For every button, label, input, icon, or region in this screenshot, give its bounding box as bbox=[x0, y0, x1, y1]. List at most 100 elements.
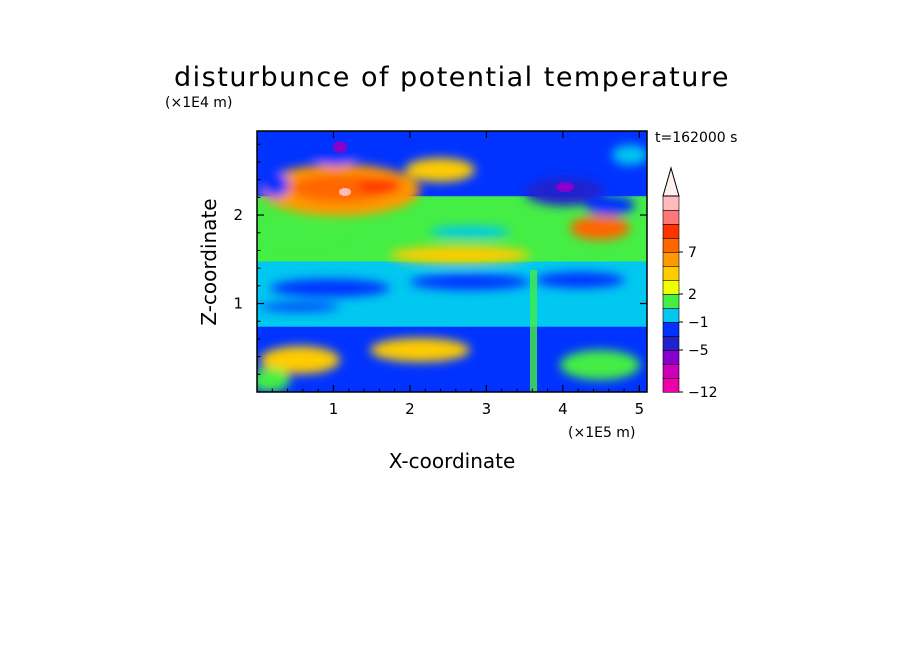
field-cell bbox=[308, 196, 317, 263]
field-cell bbox=[507, 326, 516, 392]
field-cell bbox=[382, 196, 391, 263]
field-cell bbox=[558, 196, 567, 263]
field-cell bbox=[580, 131, 589, 197]
field-cell bbox=[477, 261, 486, 328]
field-cell bbox=[345, 326, 354, 392]
field-cell bbox=[617, 261, 626, 328]
contour-blob bbox=[257, 368, 290, 392]
time-label: t=162000 s bbox=[655, 130, 737, 146]
contour-core bbox=[556, 182, 574, 192]
colorbar-swatch bbox=[662, 265, 680, 281]
contour-blob bbox=[430, 226, 510, 238]
x-tick-label: 4 bbox=[558, 400, 568, 418]
contour-blob bbox=[260, 229, 340, 241]
y-tick-label: 1 bbox=[233, 295, 243, 313]
field-cell bbox=[330, 196, 339, 263]
field-cell bbox=[521, 131, 530, 197]
field-cell bbox=[440, 261, 449, 328]
field-cell bbox=[521, 326, 530, 392]
colorbar-swatch bbox=[662, 377, 680, 393]
colorbar-swatch bbox=[662, 223, 680, 239]
x-tick-label: 1 bbox=[329, 400, 339, 418]
field-cell bbox=[639, 196, 647, 263]
colorbar-swatch bbox=[662, 237, 680, 253]
field-cell bbox=[485, 261, 494, 328]
colorbar: 7 2 −1 −5 −12 bbox=[662, 166, 718, 401]
contour-blob bbox=[358, 178, 402, 194]
field-cell bbox=[264, 196, 273, 263]
contour-blob bbox=[570, 216, 630, 240]
field-cell bbox=[566, 131, 575, 197]
field-cell bbox=[499, 326, 508, 392]
field-cell bbox=[588, 261, 597, 328]
field-cell bbox=[536, 326, 545, 392]
field-cell bbox=[293, 131, 302, 197]
field-cell bbox=[279, 131, 288, 197]
field-cell bbox=[499, 131, 508, 197]
field-cell bbox=[602, 261, 611, 328]
field-cell bbox=[396, 261, 405, 328]
contour-blob bbox=[370, 338, 470, 362]
field-cell bbox=[558, 131, 567, 197]
field-cell bbox=[352, 131, 361, 197]
field-cell bbox=[485, 131, 494, 197]
field-cell bbox=[279, 261, 288, 328]
contour-blob bbox=[405, 158, 475, 182]
field-cell bbox=[374, 196, 383, 263]
contour-core bbox=[333, 141, 347, 153]
x-tick-label: 2 bbox=[405, 400, 415, 418]
field-cell bbox=[529, 196, 538, 263]
field-cell bbox=[492, 131, 501, 197]
contour-core bbox=[339, 188, 351, 196]
field-cell bbox=[521, 261, 530, 328]
field-cell bbox=[602, 131, 611, 197]
axes: 1 2 3 4 5 1 2 bbox=[233, 131, 647, 418]
field-cell bbox=[389, 196, 398, 263]
field-cell bbox=[610, 261, 619, 328]
field-cell bbox=[418, 196, 427, 263]
field-cell bbox=[477, 326, 486, 392]
colorbar-swatch bbox=[662, 293, 680, 309]
field-cell bbox=[595, 261, 604, 328]
field-cell bbox=[308, 131, 317, 197]
field-cell bbox=[337, 196, 346, 263]
contour-blob bbox=[585, 195, 635, 215]
field-cell bbox=[573, 131, 582, 197]
field-cell bbox=[367, 196, 376, 263]
field-cell bbox=[315, 131, 324, 197]
field-cell bbox=[271, 131, 280, 197]
field-cell bbox=[257, 196, 265, 263]
field-cell bbox=[566, 196, 575, 263]
field-cell bbox=[301, 131, 310, 197]
field-cell bbox=[551, 326, 560, 392]
colorbar-swatch bbox=[662, 321, 680, 337]
field-cell bbox=[426, 196, 435, 263]
field-cell bbox=[352, 196, 361, 263]
field-cell bbox=[286, 131, 295, 197]
plot-frame bbox=[256, 130, 648, 393]
contour-blob bbox=[270, 279, 390, 297]
field-cell bbox=[382, 261, 391, 328]
colorbar-swatch bbox=[662, 209, 680, 225]
field-cell bbox=[514, 261, 523, 328]
colorbar-label: 7 bbox=[688, 245, 697, 261]
field-cell bbox=[477, 131, 486, 197]
field-cell bbox=[558, 326, 567, 392]
field-cell bbox=[529, 131, 538, 197]
field-cell bbox=[433, 261, 442, 328]
field-cell bbox=[470, 131, 479, 197]
field-cell bbox=[323, 196, 332, 263]
colorbar-extend-arrow bbox=[662, 166, 680, 197]
colorbar-label: 2 bbox=[688, 287, 697, 303]
field-cell bbox=[389, 131, 398, 197]
field-cell bbox=[404, 131, 413, 197]
colorbar-label: −1 bbox=[688, 315, 709, 331]
field-cell bbox=[279, 196, 288, 263]
colorbar-swatch bbox=[662, 251, 680, 267]
x-tick-label: 3 bbox=[482, 400, 492, 418]
plot-area bbox=[257, 131, 647, 392]
field-cell bbox=[411, 261, 420, 328]
field-cell bbox=[345, 196, 354, 263]
field-cell bbox=[448, 261, 457, 328]
